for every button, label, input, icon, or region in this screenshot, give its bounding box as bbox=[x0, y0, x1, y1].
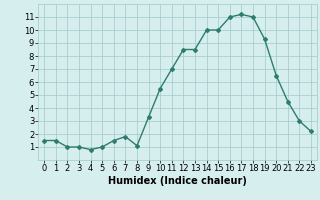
X-axis label: Humidex (Indice chaleur): Humidex (Indice chaleur) bbox=[108, 176, 247, 186]
